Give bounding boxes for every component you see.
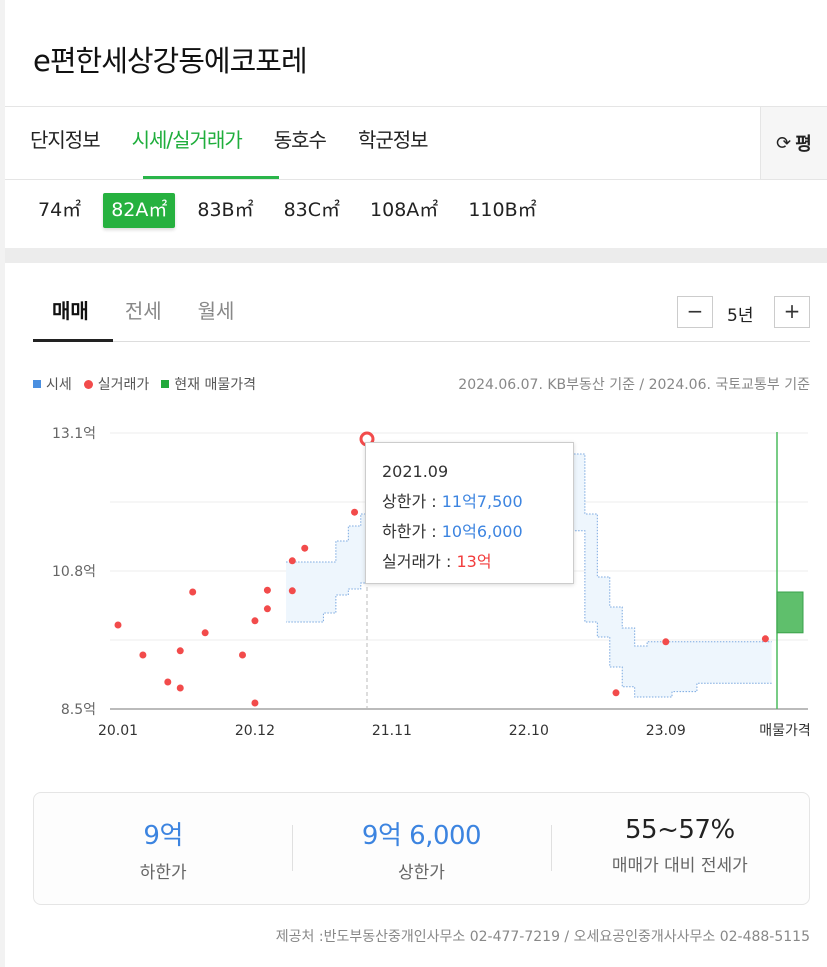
trade-point: [288, 587, 296, 595]
tab-jeonse[interactable]: 전세: [124, 299, 162, 323]
divider: [5, 106, 827, 107]
tab-monthly[interactable]: 월세: [197, 299, 235, 323]
y-tick-label: 10.8억: [52, 564, 96, 580]
tooltip-upper: 11억7,500: [441, 492, 523, 511]
trade-point: [662, 638, 670, 646]
section-separator: [5, 248, 827, 263]
trade-point: [263, 605, 271, 613]
period-value: 5년: [727, 306, 754, 326]
x-tick-label: 21.11: [372, 723, 412, 739]
chart-legend: 시세 실거래가 현재 매물가격: [33, 374, 256, 394]
area-83c[interactable]: 83C㎡: [283, 199, 341, 221]
tab-school[interactable]: 학군정보: [357, 128, 429, 152]
summary-ratio: 55~57% 매매가 대비 전세가: [550, 793, 809, 904]
left-edge: [0, 0, 5, 967]
trade-point: [263, 586, 271, 594]
tab-complex-info[interactable]: 단지정보: [30, 128, 101, 152]
tab-units[interactable]: 동호수: [273, 128, 327, 152]
area-74[interactable]: 74㎡: [38, 199, 82, 221]
tooltip-trade: 13억: [456, 552, 492, 571]
trade-point: [351, 508, 359, 516]
trade-point: [189, 588, 197, 596]
area-83b[interactable]: 83B㎡: [197, 199, 254, 221]
trade-point: [251, 699, 259, 707]
summary-upper: 9억 6,000 상한가: [292, 793, 550, 904]
tab-price[interactable]: 시세/실거래가: [131, 128, 243, 152]
trade-point: [239, 651, 246, 659]
trade-point: [761, 635, 769, 643]
kb-lower-line: [286, 530, 772, 698]
price-summary: 9억 하한가 9억 6,000 상한가 55~57% 매매가 대비 전세가: [33, 792, 810, 905]
trade-point: [288, 557, 296, 565]
y-tick-label: 8.5억: [61, 702, 96, 718]
area-82a[interactable]: 82A㎡: [103, 193, 176, 228]
legend-listing: 현재 매물가격: [161, 374, 256, 394]
listing-range-bar: [776, 591, 804, 634]
area-selector: 74㎡ 82A㎡ 83B㎡ 83C㎡ 108A㎡ 110B㎡: [30, 193, 545, 228]
trade-point: [176, 684, 184, 692]
trade-point: [301, 544, 309, 552]
trade-point: [612, 689, 620, 697]
square-icon: [161, 380, 170, 388]
x-tick-label: 20.12: [235, 723, 275, 739]
legend-market: 시세: [33, 374, 72, 394]
x-tick-label: 20.01: [98, 723, 138, 739]
refresh-icon: ⟳: [776, 132, 792, 154]
square-icon: [33, 380, 41, 388]
data-basis: 2024.06.07. KB부동산 기준 / 2024.06. 국토교통부 기준: [458, 377, 810, 393]
active-deal-underline: [33, 339, 113, 342]
period-decrease-button[interactable]: −: [677, 296, 713, 328]
divider: [113, 341, 810, 342]
dot-icon: [83, 379, 93, 389]
tooltip-date: 2021.09: [382, 462, 449, 481]
divider: [5, 179, 827, 180]
provider-info: 제공처 :반도부동산중개인사무소 02-477-7219 / 오세요공인중개사사…: [275, 929, 810, 945]
x-tick-label: 23.09: [646, 723, 686, 739]
trade-point: [251, 617, 259, 625]
trade-point: [176, 647, 184, 655]
active-tab-underline: [143, 176, 279, 179]
deal-tabs: 매매 전세 월세: [52, 295, 234, 324]
unit-label: 평: [795, 134, 812, 155]
main-tabs: 단지정보 시세/실거래가 동호수 학군정보: [30, 124, 429, 153]
y-tick-label: 13.1억: [52, 426, 96, 442]
trade-point: [114, 621, 122, 629]
period-increase-button[interactable]: +: [774, 296, 810, 328]
tab-sale[interactable]: 매매: [52, 299, 89, 323]
summary-lower: 9억 하한가: [139, 821, 187, 883]
trade-point: [139, 651, 147, 659]
x-tick-label: 22.10: [509, 723, 549, 739]
trade-point: [164, 678, 172, 686]
area-110b[interactable]: 110B㎡: [468, 199, 537, 221]
tooltip-lower: 10억6,000: [441, 522, 523, 541]
legend-trade: 실거래가: [83, 374, 149, 394]
page-title: e편한세상강동에코포레: [33, 44, 308, 78]
area-108a[interactable]: 108A㎡: [370, 199, 439, 221]
trade-point: [201, 629, 209, 637]
x-tick-label: 매물가격: [759, 723, 811, 739]
chart-tooltip: 2021.09 상한가 : 11억7,500 하한가 : 10억6,000 실거…: [365, 442, 574, 584]
unit-toggle-button[interactable]: ⟳ 평: [760, 107, 827, 179]
